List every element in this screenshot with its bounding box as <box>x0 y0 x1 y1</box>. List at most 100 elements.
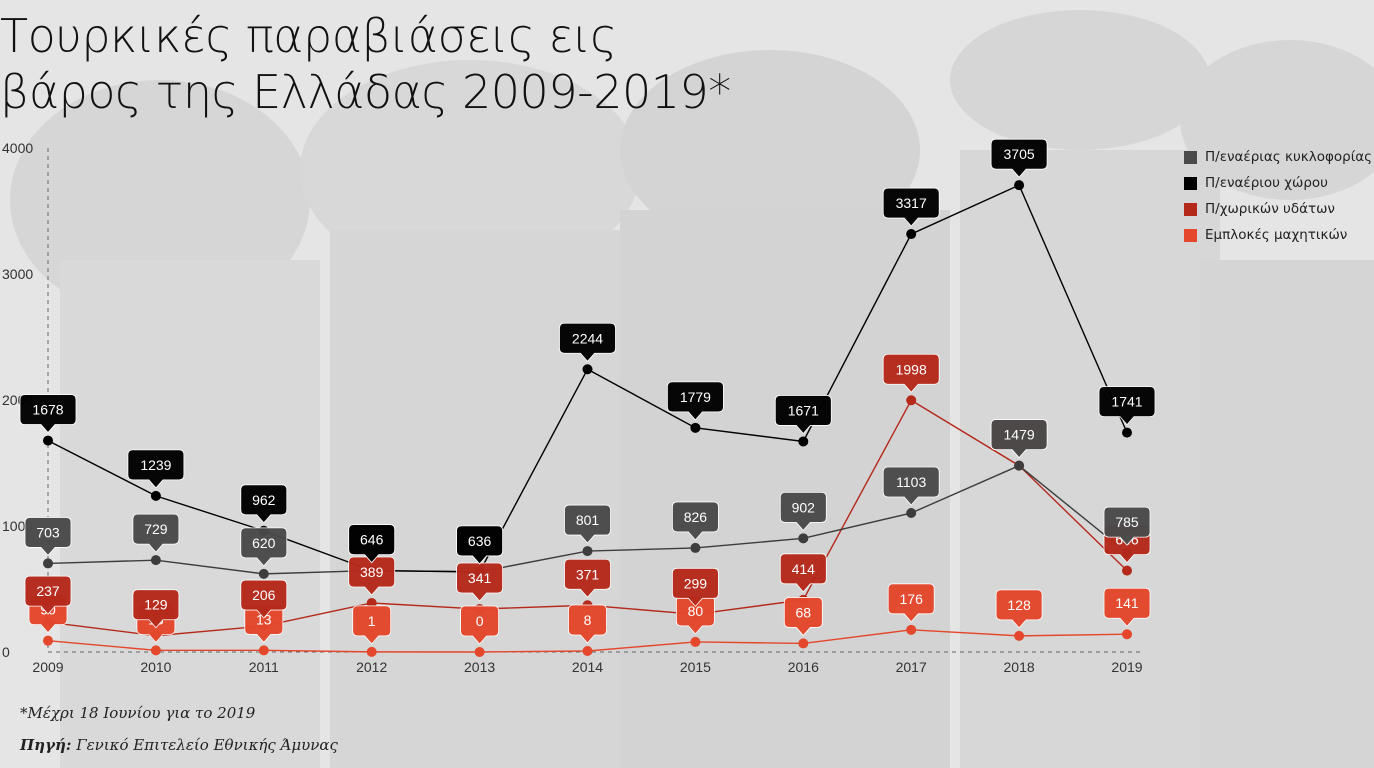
data-point <box>150 555 161 566</box>
data-point <box>1014 180 1025 191</box>
legend-item-territorial-waters: Π/χωρικών υδάτων <box>1184 196 1372 222</box>
chart-title-line-1: Τουρκικές παραβιάσεις εις <box>0 9 617 63</box>
data-label-box <box>783 597 823 637</box>
data-label-box <box>559 322 616 362</box>
data-label: 902 <box>792 499 816 515</box>
data-label-box <box>667 381 724 421</box>
data-point <box>474 647 485 657</box>
data-label-box <box>672 567 719 607</box>
data-label-box <box>240 484 288 524</box>
x-tick-label: 2010 <box>140 659 171 675</box>
data-label: 371 <box>576 566 600 582</box>
x-tick-label: 2017 <box>896 659 927 675</box>
source-label: Πηγή: <box>20 736 72 754</box>
data-label: 8 <box>584 612 592 628</box>
source-line: Πηγή: Γενικό Επιτελείο Εθνικής Άμυνας <box>20 736 338 754</box>
data-point <box>366 646 377 657</box>
x-tick-label: 2015 <box>680 659 711 675</box>
data-label-box <box>1103 506 1151 546</box>
data-point <box>150 645 161 656</box>
data-label-box <box>882 187 940 227</box>
data-label-box <box>887 583 935 623</box>
data-point <box>150 490 161 501</box>
legend-item-dogfights: Εμπλοκές μαχητικών <box>1184 222 1372 248</box>
y-tick-label: 4000 <box>2 140 33 156</box>
data-label-box <box>1103 587 1151 627</box>
data-point <box>798 533 809 544</box>
data-label: 389 <box>360 564 384 580</box>
data-label: 826 <box>684 509 708 525</box>
data-label-box <box>456 525 503 565</box>
data-label: 128 <box>1007 597 1031 613</box>
data-label-box <box>132 589 180 629</box>
data-label-box <box>460 605 499 645</box>
data-label-box <box>24 517 72 557</box>
x-tick-label: 2019 <box>1111 659 1142 675</box>
data-label: 1 <box>368 613 376 629</box>
data-point <box>1122 565 1132 576</box>
data-label: 785 <box>1115 514 1139 530</box>
data-label-box <box>240 579 288 619</box>
data-label: 68 <box>796 604 812 620</box>
data-label-box <box>564 558 611 598</box>
x-tick-label: 2014 <box>572 659 603 675</box>
data-point <box>582 546 593 557</box>
data-label: 1479 <box>1004 427 1035 443</box>
data-label-box <box>456 562 503 602</box>
legend-label-dogfights: Εμπλοκές μαχητικών <box>1205 227 1348 243</box>
data-point <box>1122 629 1132 640</box>
data-label-box <box>995 589 1043 629</box>
x-tick-label: 2016 <box>788 659 819 675</box>
data-point <box>582 645 593 656</box>
chart-legend: Π/εναέριας κυκλοφορίας Π/εναέριου χώρου … <box>1184 144 1372 248</box>
data-label: 1103 <box>896 474 926 490</box>
x-tick-label: 2009 <box>32 659 63 675</box>
data-point <box>906 624 917 635</box>
data-label: 1239 <box>140 457 171 473</box>
data-point <box>906 395 917 406</box>
data-label-box <box>882 353 940 393</box>
data-label: 636 <box>468 533 492 549</box>
data-label-box <box>348 556 396 596</box>
data-label: 3705 <box>1004 146 1035 162</box>
data-point <box>906 229 917 240</box>
data-label: 0 <box>476 613 484 629</box>
data-label-box <box>882 466 940 506</box>
data-label: 80 <box>688 603 704 619</box>
x-tick-label: 2011 <box>249 659 279 675</box>
source-text: Γενικό Επιτελείο Εθνικής Άμυνας <box>76 736 338 754</box>
data-label-box <box>352 605 392 645</box>
data-label: 646 <box>360 532 384 548</box>
chart-title: Τουρκικές παραβιάσεις εις βάρος της Ελλά… <box>0 8 900 120</box>
data-point <box>690 636 701 647</box>
data-label: 1741 <box>1111 394 1142 410</box>
data-point <box>43 558 53 569</box>
legend-item-air-traffic: Π/εναέριας κυκλοφορίας <box>1184 144 1372 170</box>
data-label: 129 <box>144 597 168 613</box>
data-label: 620 <box>252 535 276 551</box>
data-point <box>258 645 269 656</box>
legend-swatch-territorial-waters <box>1184 202 1197 216</box>
data-label-box <box>568 604 607 644</box>
data-label-box <box>19 394 77 434</box>
data-point <box>690 422 701 433</box>
data-label: 1671 <box>788 402 819 418</box>
data-label-box <box>127 449 185 489</box>
data-point <box>798 638 809 649</box>
data-label-box <box>132 513 180 553</box>
data-label: 141 <box>1115 595 1139 611</box>
data-label-box <box>348 524 396 564</box>
data-point <box>1014 460 1025 471</box>
legend-swatch-dogfights <box>1184 228 1197 242</box>
data-label: 3317 <box>896 195 927 211</box>
data-point <box>43 635 53 646</box>
data-label: 176 <box>900 591 924 607</box>
legend-label-air-traffic: Π/εναέριας κυκλοφορίας <box>1205 149 1373 165</box>
legend-label-territorial-waters: Π/χωρικών υδάτων <box>1205 201 1335 217</box>
data-point <box>690 542 701 553</box>
data-label: 801 <box>576 512 600 528</box>
data-label: 1779 <box>680 389 711 405</box>
data-label: 13 <box>256 611 272 627</box>
